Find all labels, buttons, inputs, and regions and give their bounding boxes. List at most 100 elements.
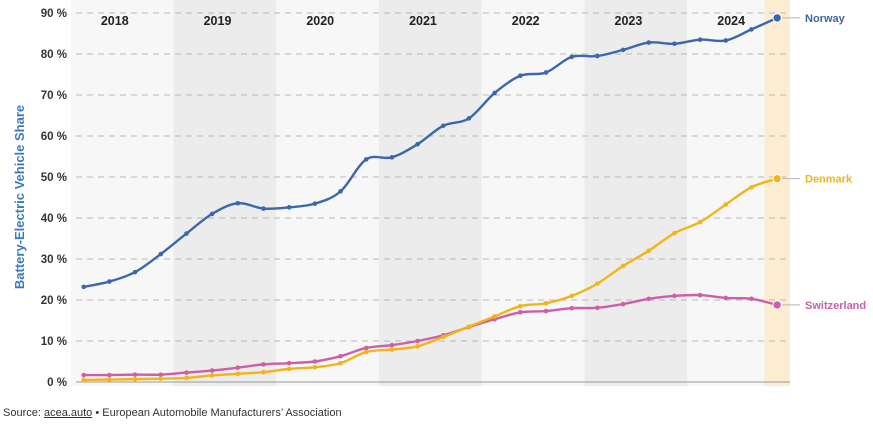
point-norway-6 [235, 200, 241, 206]
point-norway-26 [749, 27, 754, 32]
point-norway-4 [184, 231, 189, 236]
point-denmark-17 [518, 303, 523, 309]
point-denmark-16 [492, 314, 497, 319]
point-switzerland-19 [569, 305, 574, 311]
point-switzerland-0 [81, 372, 87, 378]
point-norway-8 [286, 205, 292, 210]
point-norway-19 [569, 54, 574, 60]
point-norway-9 [312, 201, 318, 206]
point-switzerland-22 [646, 296, 652, 302]
source-prefix: Source: [3, 407, 41, 419]
year-label-2018: 2018 [101, 14, 129, 28]
series-label-norway: Norway [805, 13, 846, 25]
point-switzerland-21 [620, 301, 626, 307]
point-switzerland-24 [697, 292, 703, 298]
point-norway-0 [81, 284, 87, 290]
point-denmark-20 [595, 281, 600, 286]
point-norway-25 [723, 38, 729, 43]
y-tick-label-40: 40 % [41, 213, 67, 225]
point-denmark-2 [132, 376, 138, 382]
series-label-switzerland: Switzerland [805, 300, 866, 312]
y-tick-label-30: 30 % [41, 254, 67, 266]
point-norway-22 [646, 40, 652, 45]
year-label-2024: 2024 [717, 14, 745, 28]
point-denmark-8 [286, 366, 292, 372]
source-organization: European Automobile Manufacturers’ Assoc… [102, 407, 342, 419]
point-switzerland-4 [184, 370, 189, 375]
point-norway-11 [363, 157, 369, 162]
point-switzerland-5 [209, 368, 215, 373]
series-line-switzerland [82, 293, 779, 377]
point-denmark-4 [184, 375, 189, 381]
point-denmark-1 [107, 377, 112, 382]
point-norway-21 [620, 47, 626, 53]
point-switzerland-26 [749, 296, 754, 302]
point-denmark-13 [415, 344, 420, 349]
y-tick-label-50: 50 % [41, 172, 67, 184]
point-switzerland-25 [723, 295, 729, 301]
point-denmark-7 [261, 369, 266, 375]
series-switzerland [81, 292, 782, 378]
point-denmark-22 [646, 248, 652, 254]
point-switzerland-27 [772, 300, 782, 310]
year-label-2023: 2023 [615, 14, 643, 28]
point-switzerland-23 [672, 293, 677, 299]
point-switzerland-9 [312, 359, 318, 364]
point-denmark-6 [235, 371, 241, 377]
y-tick-label-60: 60 % [41, 131, 67, 143]
source-link[interactable]: acea.auto [43, 407, 93, 419]
year-band-2018 [70, 0, 174, 386]
point-denmark-3 [158, 376, 164, 382]
point-denmark-12 [389, 347, 395, 352]
source-separator: • [95, 407, 100, 419]
point-norway-5 [209, 211, 215, 217]
year-label-2019: 2019 [204, 14, 232, 28]
year-label-2022: 2022 [512, 14, 540, 28]
point-denmark-21 [620, 263, 626, 269]
y-axis-title: Battery-Electric Vehicle Share [12, 105, 27, 289]
point-denmark-19 [569, 293, 574, 299]
point-norway-10 [338, 189, 343, 194]
point-denmark-23 [672, 230, 677, 236]
point-norway-1 [107, 279, 112, 284]
point-switzerland-7 [261, 362, 266, 367]
y-tick-label-10: 10 % [41, 336, 67, 348]
point-norway-2 [132, 269, 138, 275]
source-note: Source: acea.auto • European Automobile … [3, 407, 342, 419]
point-switzerland-1 [107, 372, 112, 378]
latest-period-highlight [764, 0, 790, 386]
point-norway-7 [261, 206, 266, 211]
year-label-2020: 2020 [306, 14, 334, 28]
point-denmark-15 [466, 324, 472, 329]
point-norway-15 [466, 116, 472, 121]
year-band-2021 [379, 0, 482, 386]
point-norway-3 [158, 251, 164, 257]
y-axis-ticks: 0 % 10 % 20 % 30 % 40 % 50 % 60 % 70 % 80 % 90 % [41, 8, 67, 389]
series-line-norway [82, 16, 779, 289]
point-denmark-9 [312, 364, 318, 370]
year-labels: 2018 2019 2020 2021 2022 2023 2024 [101, 14, 745, 28]
point-norway-20 [595, 53, 600, 59]
point-denmark-27 [772, 173, 782, 184]
series-line-denmark [82, 177, 779, 382]
point-norway-27 [772, 13, 782, 23]
point-denmark-25 [723, 202, 729, 207]
point-switzerland-13 [415, 338, 420, 344]
y-tick-label-80: 80 % [41, 49, 67, 61]
point-switzerland-12 [389, 342, 395, 348]
point-denmark-14 [440, 334, 446, 340]
point-norway-18 [543, 70, 549, 75]
point-denmark-0 [81, 377, 87, 383]
y-tick-label-20: 20 % [41, 295, 67, 307]
year-band-2023 [584, 0, 688, 386]
year-band-2019 [173, 0, 277, 386]
series-label-denmark: Denmark [805, 174, 853, 186]
year-band-2022 [481, 0, 585, 386]
series-labels: Switzerland Denmark Norway [782, 13, 866, 312]
point-switzerland-20 [595, 305, 600, 311]
year-bands [70, 0, 790, 386]
point-switzerland-11 [363, 345, 369, 351]
point-switzerland-2 [132, 372, 138, 377]
point-norway-14 [440, 123, 446, 129]
